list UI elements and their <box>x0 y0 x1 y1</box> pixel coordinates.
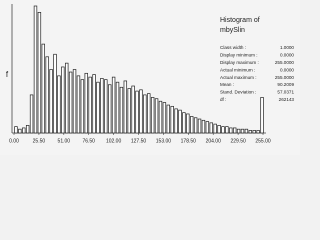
chart-title: Histogram of <box>220 17 260 24</box>
bar <box>209 122 213 134</box>
stat-value: 255.0000 <box>275 60 295 65</box>
bar <box>49 69 53 134</box>
bar <box>22 127 26 134</box>
bar <box>119 86 124 134</box>
stat-value: 0.0000 <box>280 53 294 58</box>
bar <box>256 130 260 134</box>
bar <box>217 125 221 134</box>
stat-label: Display maximum : <box>220 60 259 65</box>
stat-value: 1.0000 <box>280 45 294 50</box>
chart: Histogram of mbySlin f 0.00 25.50 51.00 76.… <box>5 4 295 145</box>
bar <box>115 81 120 134</box>
x-tick-label: 51.00 <box>58 138 71 144</box>
stat-label: Stand. Deviation : <box>220 90 256 95</box>
bar <box>139 89 143 134</box>
x-tick-label: 102.00 <box>106 138 122 144</box>
bar <box>80 79 85 134</box>
stat-label: df : <box>220 97 226 102</box>
bar <box>107 84 112 134</box>
bar <box>65 62 69 134</box>
bar <box>29 94 34 134</box>
x-tick-label: 178.50 <box>181 138 197 144</box>
bar <box>150 97 155 134</box>
x-tick-label: 76.50 <box>82 138 95 144</box>
bar <box>236 128 241 134</box>
bar <box>53 53 57 134</box>
bar <box>37 12 42 134</box>
bar <box>25 125 30 134</box>
bar <box>201 119 206 134</box>
x-tick-label: 255.00 <box>255 138 271 144</box>
bar <box>33 5 38 134</box>
bar <box>41 43 45 134</box>
bar <box>182 112 186 134</box>
bar <box>221 126 225 134</box>
stat-label: Actual maximum : <box>220 75 257 80</box>
bar <box>240 128 245 134</box>
page: Histogram of mbySlin f 0.00 25.50 51.00 76.… <box>5 4 295 145</box>
bar <box>233 127 237 134</box>
bar <box>61 66 65 134</box>
bar <box>205 121 210 134</box>
bar <box>57 75 61 134</box>
bar <box>135 90 139 134</box>
x-tick-label: 0.00 <box>9 138 19 144</box>
bar <box>96 81 100 134</box>
bar <box>186 113 190 134</box>
stat-value: 57.0371 <box>277 90 294 95</box>
x-tick-label: 153.00 <box>156 138 172 144</box>
stat-value: 255.0000 <box>275 75 295 80</box>
bar <box>143 94 147 134</box>
bar <box>197 118 202 134</box>
stat-value: 262143 <box>279 97 295 102</box>
stat-label: Actual minimum : <box>220 67 255 72</box>
x-tick-label: 204.00 <box>206 138 222 144</box>
x-tick-label: 127.50 <box>131 138 147 144</box>
bar <box>127 88 131 134</box>
bar <box>166 104 171 134</box>
bar <box>213 123 217 134</box>
stat-label: Class width : <box>220 45 246 50</box>
bar <box>111 76 116 134</box>
bar <box>225 126 229 134</box>
stat-value: 90.2009 <box>277 82 294 87</box>
bar <box>260 97 264 134</box>
stat-value: 0.0000 <box>280 67 294 72</box>
bar <box>123 80 128 134</box>
bar <box>158 100 163 134</box>
bar <box>72 69 77 134</box>
bar <box>84 72 88 134</box>
bar <box>244 128 249 134</box>
bar <box>174 108 178 134</box>
y-axis-label: f <box>6 70 9 79</box>
bar <box>76 75 81 134</box>
x-tick-label: 25.50 <box>33 138 46 144</box>
bar <box>18 128 22 134</box>
bar <box>252 130 256 134</box>
stat-label: Mean : <box>220 82 234 87</box>
stat-label: Display minimum : <box>220 53 258 58</box>
bar <box>154 98 159 134</box>
chart-subtitle: mbySlin <box>220 27 245 34</box>
bar <box>162 102 167 134</box>
x-tick-label: 229.50 <box>230 138 246 144</box>
bar <box>190 116 194 134</box>
bar <box>147 93 151 134</box>
bar <box>131 85 135 134</box>
bar <box>104 79 108 134</box>
bar <box>229 127 233 134</box>
bar <box>45 56 49 134</box>
bar <box>178 109 182 134</box>
bar <box>88 76 92 134</box>
bar <box>14 126 18 134</box>
bar <box>193 117 198 134</box>
bar <box>170 105 174 134</box>
bar <box>92 74 96 134</box>
bar <box>68 71 73 134</box>
bar <box>248 130 253 134</box>
bar <box>100 78 104 134</box>
